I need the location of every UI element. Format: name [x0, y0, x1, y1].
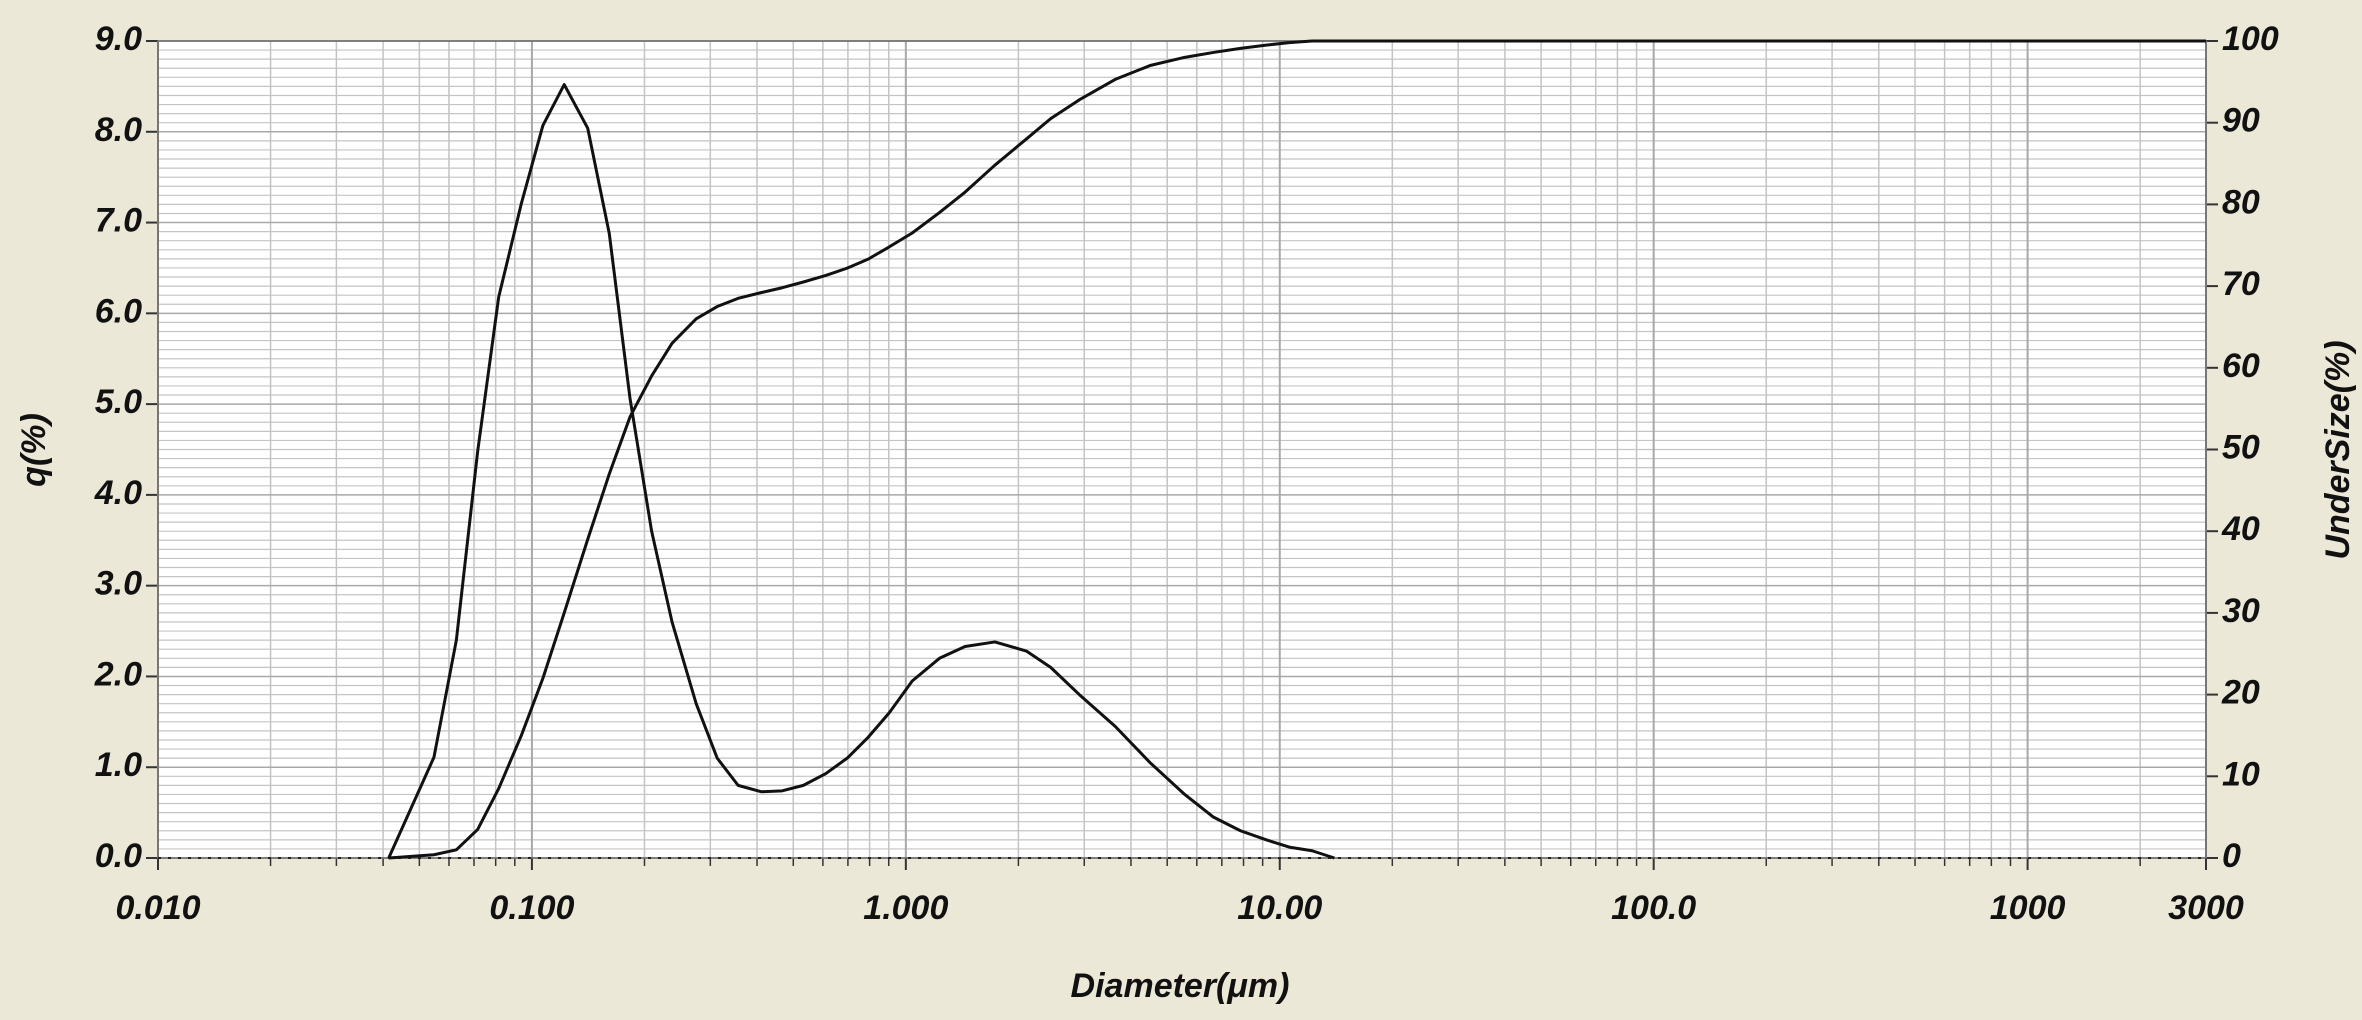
y-tick-label: 3.0	[95, 565, 142, 603]
y2-tick-label: 50	[2222, 428, 2260, 466]
x-axis-title: Diameter(μm)	[1071, 967, 1290, 1005]
y-tick-label: 5.0	[95, 383, 142, 421]
x-tick-label: 10.00	[1237, 889, 1322, 927]
y2-tick-label: 100	[2222, 20, 2279, 58]
x-tick-label: 1000	[1990, 889, 2066, 927]
y-tick-label: 2.0	[94, 655, 142, 693]
x-tick-label: 3000	[2168, 889, 2244, 927]
y-tick-label: 1.0	[95, 746, 142, 784]
x-tick-label: 0.010	[115, 889, 200, 927]
y2-tick-label: 30	[2222, 592, 2260, 630]
data-line	[388, 39, 2206, 860]
y-tick-label: 8.0	[95, 111, 142, 149]
y2-tick-label: 0	[2222, 837, 2241, 875]
y2-tick-label: 40	[2221, 510, 2260, 548]
y2-tick-label: 60	[2222, 347, 2260, 385]
y2-tick-label: 90	[2222, 102, 2260, 140]
y2-axis-title: UnderSize(%)	[2319, 340, 2357, 559]
y-tick-label: 7.0	[95, 202, 142, 240]
x-tick-label: 100.0	[1611, 889, 1696, 927]
y2-tick-label: 70	[2222, 265, 2260, 303]
y-tick-label: 6.0	[95, 292, 142, 330]
y2-tick-label: 10	[2222, 755, 2260, 793]
y2-tick-label: 80	[2222, 183, 2260, 221]
y2-tick-label: 20	[2221, 674, 2260, 712]
y-axis-title: q(%)	[15, 413, 53, 487]
x-tick-label: 1.000	[863, 889, 948, 927]
data-line	[387, 83, 1335, 860]
y-tick-label: 0.0	[95, 837, 142, 875]
y-tick-label: 9.0	[95, 20, 142, 58]
plot-frame	[157, 40, 2207, 859]
y-tick-label: 4.0	[94, 474, 142, 512]
x-tick-label: 0.100	[489, 889, 574, 927]
